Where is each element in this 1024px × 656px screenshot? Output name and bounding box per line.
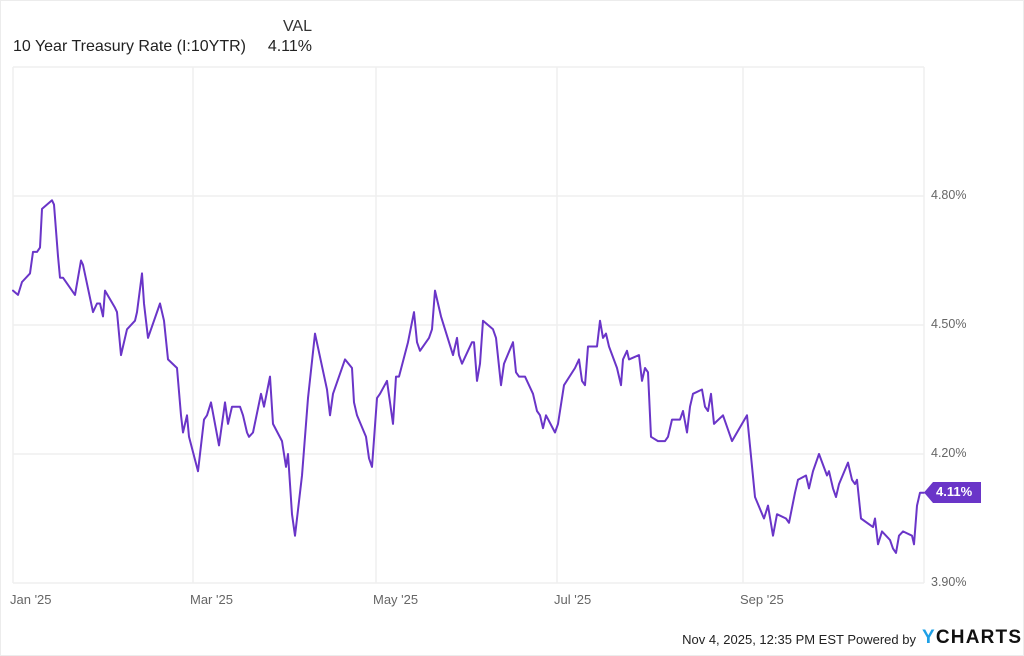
y-tick-label: 3.90% [931,575,967,589]
x-tick-label: Mar '25 [190,592,233,607]
x-tick-label: Jan '25 [10,592,52,607]
ycharts-logo-y: Y [922,627,936,648]
series-line-10y-treasury[interactable] [12,199,925,554]
y-tick-label: 4.20% [931,446,967,460]
ycharts-logo-text: CHARTS [935,627,1023,648]
legend-series-value: 4.11% [267,38,312,55]
legend-column-header: VAL [282,18,312,35]
footer-timestamp: Nov 4, 2025, 12:35 PM EST Powered by [682,632,916,647]
current-value-badge [924,482,981,503]
legend-series-name[interactable]: 10 Year Treasury Rate (I:10YTR) [13,38,246,55]
ycharts-logo[interactable]: YCHARTS [922,627,1022,649]
x-tick-label: May '25 [373,592,419,607]
y-tick-label: 4.80% [931,188,967,202]
y-tick-label: 4.50% [931,317,967,331]
current-value-label: 4.11% [936,484,973,499]
x-tick-label: Jul '25 [554,592,592,607]
grid-lines [12,66,925,584]
x-tick-label: Sep '25 [740,592,784,607]
